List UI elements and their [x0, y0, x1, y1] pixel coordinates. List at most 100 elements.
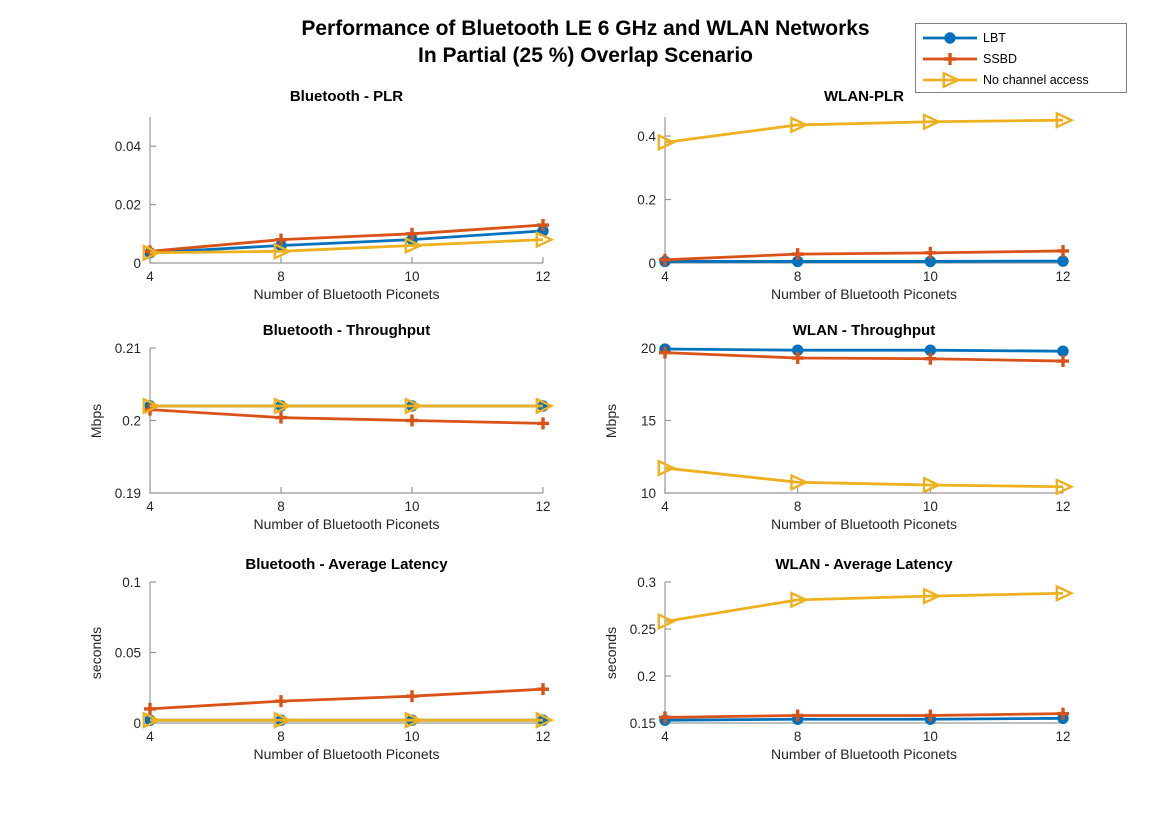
series-nca — [657, 584, 1075, 631]
marker-triangle-right — [535, 711, 555, 729]
marker-triangle-right — [657, 133, 677, 152]
x-tick-label: 4 — [146, 269, 154, 284]
marker-plus — [1057, 707, 1069, 720]
x-tick-label: 4 — [146, 499, 154, 514]
marker-plus — [537, 683, 549, 696]
subplot-title-wlan-throughput: WLAN - Throughput — [792, 322, 936, 339]
y-tick-label: 10 — [641, 486, 656, 501]
marker-triangle-right — [273, 711, 293, 729]
marker-plus — [144, 702, 156, 715]
series-nca — [657, 111, 1075, 152]
y-tick-label: 15 — [641, 413, 656, 428]
axes-lines — [664, 582, 1063, 724]
marker-circle — [1057, 255, 1069, 267]
marker-plus — [659, 711, 671, 724]
x-tick-label: 8 — [794, 269, 802, 284]
y-tick-label: 0.2 — [637, 192, 656, 207]
x-tick-label: 8 — [277, 499, 285, 514]
y-tick-label: 0.1 — [122, 575, 141, 590]
plot-area-bluetooth-plr: 0 0.02 0.04 4 8 10 12 — [115, 117, 555, 284]
plot-area-wlan-throughput: 10 15 20 4 8 10 12 — [641, 341, 1075, 514]
series-line-nca — [664, 591, 1064, 623]
y-tick-label: 0.3 — [637, 575, 656, 590]
marker-plus — [924, 352, 937, 365]
plot-area-bluetooth-average-latency: 0 0.05 0.1 4 8 10 12 — [115, 575, 555, 744]
y-tick-label: 0.2 — [637, 669, 656, 684]
legend-box: LBT SSBD No channel access — [915, 23, 1127, 93]
y-tick-label: 0.04 — [115, 139, 142, 154]
x-tick-label: 10 — [404, 269, 419, 284]
marker-plus — [659, 253, 671, 266]
y-tick-label: 0 — [648, 256, 656, 271]
marker-plus — [537, 219, 549, 232]
series-ssbd — [144, 683, 549, 715]
marker-triangle-right — [790, 116, 809, 134]
marker-triangle-right — [1055, 478, 1075, 496]
x-tick-label: 10 — [923, 499, 938, 514]
marker-triangle-right — [404, 397, 424, 415]
x-tick-label: 4 — [661, 269, 669, 284]
x-tick-label: 12 — [535, 269, 550, 284]
series-line-ssbd — [664, 351, 1064, 363]
legend-label-no-channel-access: No channel access — [983, 72, 1089, 87]
marker-triangle-right — [942, 70, 962, 89]
ssbd-line-swatch — [923, 52, 977, 65]
marker-plus — [406, 227, 418, 240]
y-tick-label: 0.15 — [630, 716, 656, 731]
x-tick-label: 8 — [794, 499, 802, 514]
marker-triangle-right — [273, 242, 293, 261]
marker-triangle-right — [535, 230, 555, 249]
marker-triangle-right — [657, 459, 677, 477]
marker-plus — [537, 417, 549, 430]
x-tick-label: 8 — [277, 269, 285, 284]
x-tick-label: 4 — [146, 729, 154, 744]
subplot-title-bluetooth-plr: Bluetooth - PLR — [289, 88, 404, 105]
subplot-title-bluetooth-throughput: Bluetooth - Throughput — [262, 322, 431, 339]
y-tick-label: 0.4 — [637, 129, 656, 144]
x-tick-label: 10 — [923, 269, 938, 284]
marker-triangle-right — [404, 711, 424, 729]
series-line-ssbd — [149, 687, 544, 711]
marker-plus — [275, 233, 287, 246]
marker-plus — [791, 709, 804, 722]
y-tick-label: 0 — [133, 716, 141, 731]
y-tick-label: 0.21 — [115, 341, 141, 356]
x-axis-label: Number of Bluetooth Piconets — [771, 286, 957, 302]
marker-triangle-right — [922, 587, 942, 605]
legend-item-ssbd: SSBD — [920, 48, 1126, 69]
plot-area-wlan-plr: 0 0.2 0.4 4 8 10 12 — [637, 111, 1075, 284]
marker-triangle-right — [273, 397, 293, 415]
marker-triangle-right — [1055, 111, 1075, 129]
x-tick-label: 4 — [661, 729, 669, 744]
x-axis-label: Number of Bluetooth Piconets — [771, 746, 957, 762]
marker-plus — [791, 352, 804, 365]
series-line-nca — [149, 238, 544, 255]
series-ssbd — [659, 707, 1069, 724]
x-tick-label: 8 — [794, 729, 802, 744]
marker-triangle-right — [1055, 584, 1075, 602]
series-nca — [142, 711, 555, 729]
series-nca — [657, 459, 1075, 496]
x-tick-label: 12 — [535, 499, 550, 514]
x-tick-label: 10 — [404, 499, 419, 514]
y-tick-label: 0.19 — [115, 486, 141, 501]
x-tick-label: 12 — [535, 729, 550, 744]
figure-title-line1: Performance of Bluetooth LE 6 GHz and WL… — [301, 17, 870, 40]
axes-lines — [149, 348, 543, 494]
marker-circle — [1057, 345, 1069, 357]
legend-label-lbt: LBT — [983, 30, 1006, 45]
marker-plus — [924, 246, 937, 259]
subplot-title-wlan-average-latency: WLAN - Average Latency — [775, 556, 953, 573]
marker-plus — [659, 346, 671, 359]
x-tick-label: 4 — [661, 499, 669, 514]
series-nca — [142, 230, 555, 262]
figure-title-line2: In Partial (25 %) Overlap Scenario — [418, 44, 753, 67]
axes-lines — [664, 117, 1063, 264]
marker-plus — [406, 690, 418, 703]
marker-plus — [275, 411, 287, 424]
marker-triangle-right — [657, 612, 677, 631]
axes-lines — [149, 582, 543, 724]
series-ssbd — [659, 244, 1069, 266]
marker-triangle-right — [404, 236, 424, 255]
